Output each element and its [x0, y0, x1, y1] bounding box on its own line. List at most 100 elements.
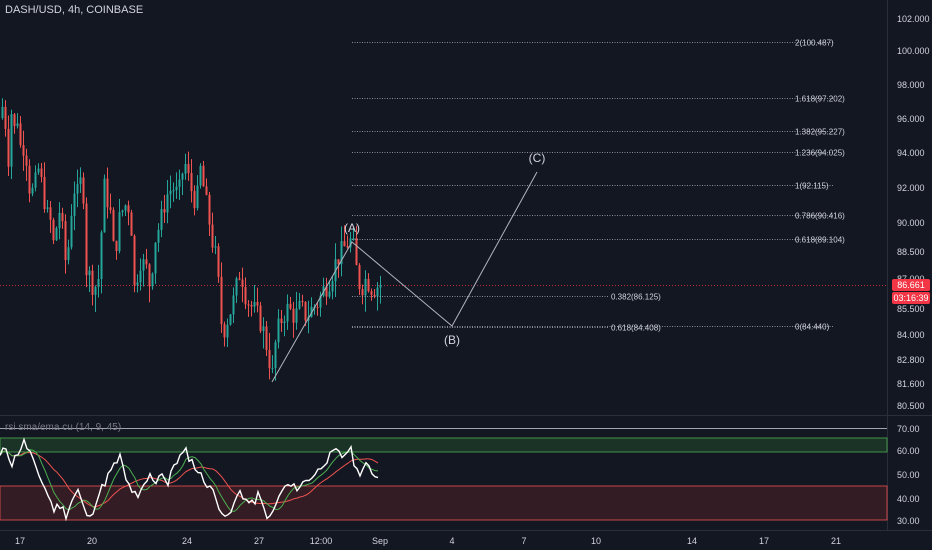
candle-body — [262, 326, 265, 332]
candle-body — [148, 264, 151, 287]
candle-body — [196, 185, 199, 209]
candle-body — [250, 305, 253, 307]
rsi-lower-zone — [0, 485, 888, 521]
candle-body — [352, 238, 355, 240]
candle-body — [94, 286, 97, 295]
candle-body — [76, 184, 79, 194]
candlestick-series — [1, 98, 382, 381]
candle-body — [247, 304, 250, 306]
candle-body — [142, 259, 145, 271]
candle-body — [67, 247, 70, 261]
rsi-tick: 60.00 — [897, 446, 920, 456]
candle-body — [160, 209, 163, 230]
candle-body — [235, 278, 238, 296]
candle-body — [274, 342, 277, 369]
rsi-indicator — [0, 437, 379, 522]
symbol-title[interactable]: DASH/USD, 4h, COINBASE — [5, 4, 144, 16]
candle-body — [115, 240, 118, 252]
candle-body — [55, 227, 58, 241]
candle-body — [346, 246, 349, 248]
candle-body — [1, 106, 4, 118]
price-tick: 88.500 — [897, 247, 925, 257]
candle-body — [61, 212, 64, 222]
candle-body — [355, 238, 358, 266]
time-tick: Sep — [372, 536, 388, 546]
candle-body — [214, 246, 217, 248]
candle-body — [238, 278, 241, 280]
rsi-line — [0, 437, 379, 522]
candle-body — [58, 212, 61, 228]
candle-body — [157, 229, 160, 243]
candle-body — [301, 300, 304, 303]
candle-body — [7, 128, 10, 167]
price-tick: 81.600 — [897, 379, 925, 389]
candle-body — [16, 123, 19, 127]
candle-body — [151, 273, 154, 287]
time-axis[interactable]: 17 20 24 27 12:00 Sep 4 7 10 14 17 21 — [15, 536, 841, 546]
candle-body — [253, 302, 256, 307]
candle-body — [169, 190, 172, 195]
abc-wave-drawing[interactable]: (A) (B) (C) — [271, 151, 546, 383]
candle-body — [319, 295, 322, 308]
candle-body — [271, 368, 274, 370]
candle-body — [364, 278, 367, 296]
candle-body — [139, 270, 142, 283]
candle-body — [28, 165, 31, 194]
price-tick: 85.500 — [897, 304, 925, 314]
retracement-level-label: 0.382(86.125) — [611, 293, 661, 302]
candle-body — [124, 205, 127, 211]
candle-body — [118, 212, 121, 252]
indicator-title[interactable]: rsi sma/ema cu (14, 9, 45) — [5, 422, 122, 433]
price-tick: 90.000 — [897, 218, 925, 228]
candle-body — [181, 173, 184, 180]
wave-label-b: (B) — [444, 333, 460, 347]
fib-level-label: 1(92.115) — [795, 182, 829, 191]
rsi-sma-line — [0, 449, 379, 513]
candle-body — [379, 284, 382, 288]
candle-body — [100, 232, 103, 280]
candle-body — [19, 123, 22, 146]
candle-body — [325, 286, 328, 297]
candle-body — [376, 287, 379, 297]
candle-body — [178, 179, 181, 187]
candle-body — [361, 289, 364, 296]
retracement-level-label: 0.618(84.408) — [611, 324, 661, 333]
candle-body — [289, 303, 292, 309]
fib-level-label: 0.786(90.416) — [795, 212, 845, 221]
candle-body — [187, 163, 190, 173]
fib-level-label: 2(100.487) — [795, 39, 834, 48]
price-axis[interactable]: 102.000 100.000 98.000 96.000 94.000 92.… — [897, 14, 930, 411]
fib-extension-tool[interactable]: 2(100.487) 1.618(97.202) 1.382(95.227) 1.23… — [352, 39, 845, 333]
candle-body — [208, 194, 211, 225]
price-tick: 84.000 — [897, 330, 925, 340]
candle-body — [154, 242, 157, 274]
candle-body — [184, 163, 187, 174]
time-tick: 27 — [254, 536, 264, 546]
time-tick: 14 — [687, 536, 697, 546]
time-tick: 7 — [521, 536, 526, 546]
candle-body — [136, 282, 139, 286]
price-tick: 100.000 — [897, 46, 930, 56]
rsi-axis[interactable]: 70.00 60.00 50.00 40.00 30.00 — [897, 424, 920, 526]
wave-label-c: (C) — [529, 151, 546, 165]
price-tick: 98.000 — [897, 80, 925, 90]
candle-body — [226, 324, 229, 338]
time-tick: 12:00 — [310, 536, 333, 546]
candle-body — [166, 194, 169, 213]
candle-body — [298, 300, 301, 309]
price-tick: 94.000 — [897, 148, 925, 158]
candle-body — [244, 286, 247, 305]
fib-level-label: 1.618(97.202) — [795, 95, 845, 104]
wave-path[interactable] — [271, 171, 538, 383]
candle-body — [4, 106, 7, 129]
candle-body — [331, 281, 334, 292]
price-tick: 80.500 — [897, 401, 925, 411]
candle-body — [280, 318, 283, 323]
candle-body — [205, 186, 208, 195]
candle-body — [91, 270, 94, 295]
candle-body — [37, 168, 40, 173]
candle-body — [292, 308, 295, 323]
rsi-tick: 50.00 — [897, 470, 920, 480]
candle-body — [43, 176, 46, 209]
